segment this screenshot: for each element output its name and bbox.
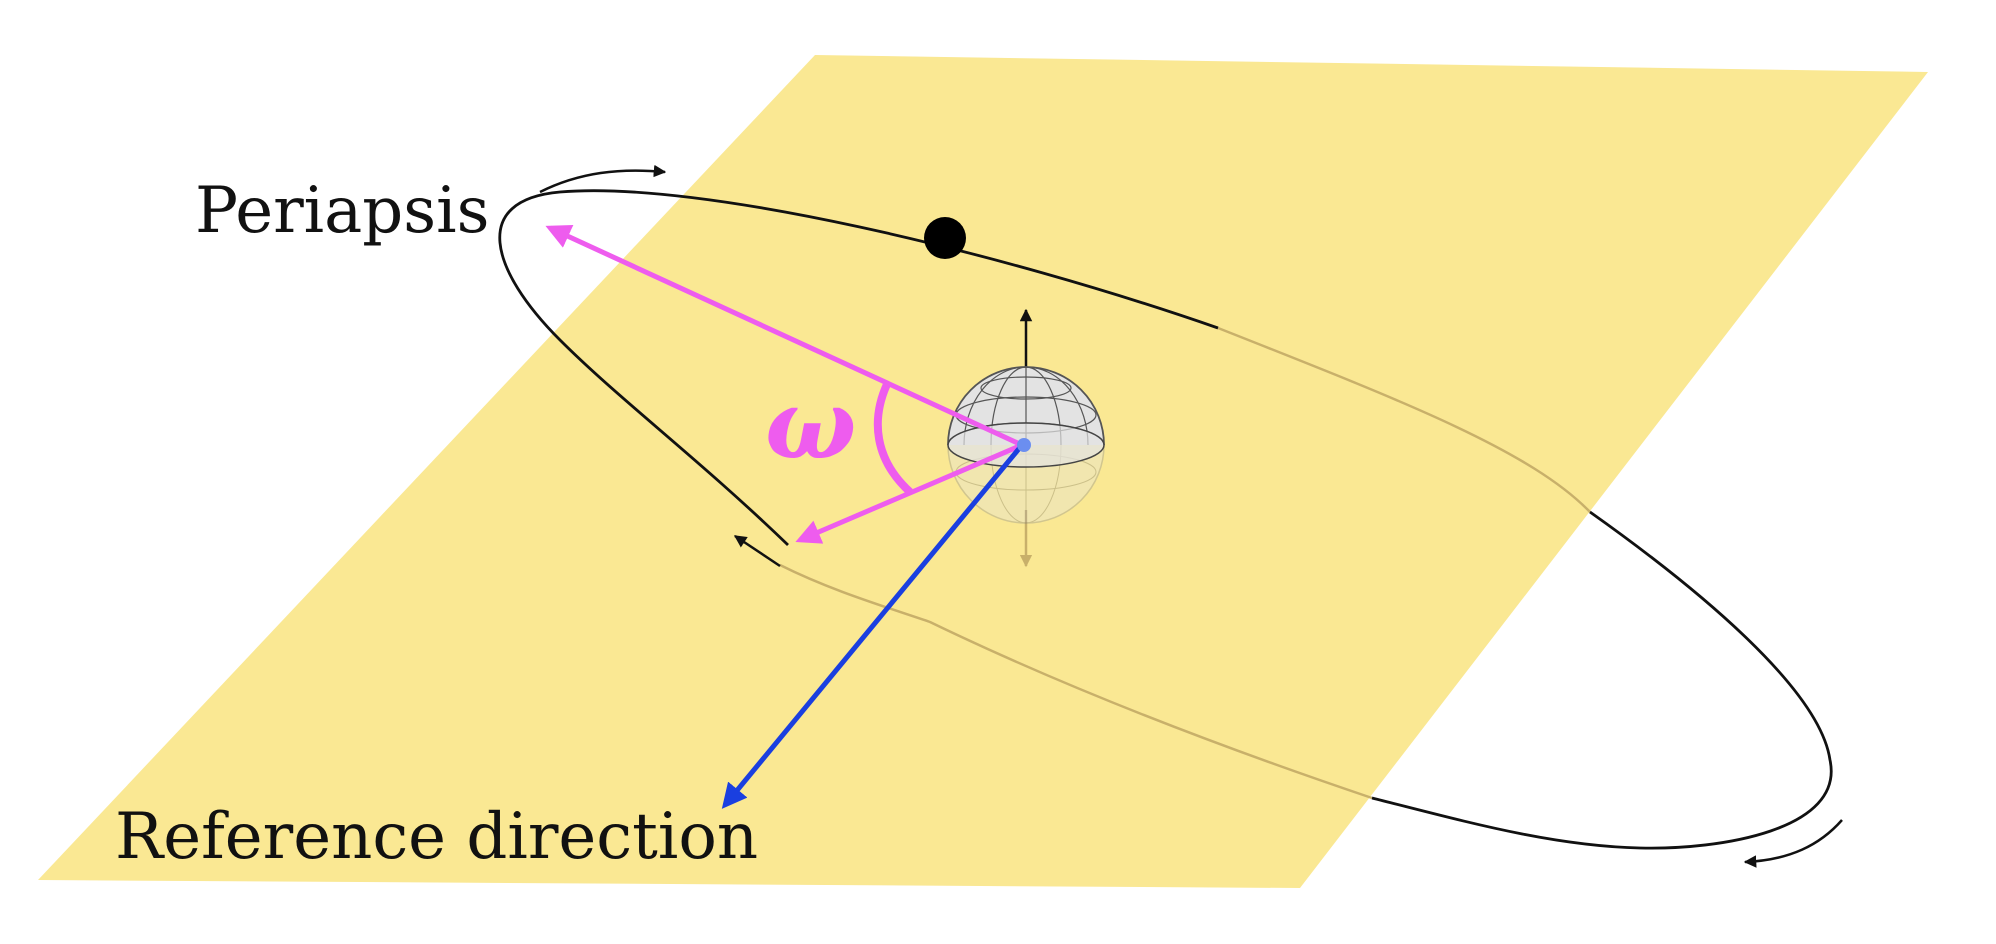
orbiting-body xyxy=(924,217,966,259)
periapsis-vector-arrow xyxy=(545,224,1024,448)
motion-arrow-bottom-right xyxy=(1743,819,1843,868)
motion-arrow-top xyxy=(539,164,667,194)
focus-point xyxy=(1017,438,1031,452)
motion-arrow-left xyxy=(733,534,781,568)
argument-angle-arc xyxy=(873,380,913,495)
reference-plane xyxy=(38,55,1928,888)
reference-direction-arrow xyxy=(721,443,1024,809)
omega-symbol: ω xyxy=(765,368,856,481)
reference-direction-label: Reference direction xyxy=(115,800,758,874)
periapsis-label: Periapsis xyxy=(195,174,489,248)
orbit-hidden-segments xyxy=(779,326,1591,800)
ascending-node-vector-arrow xyxy=(795,442,1023,544)
